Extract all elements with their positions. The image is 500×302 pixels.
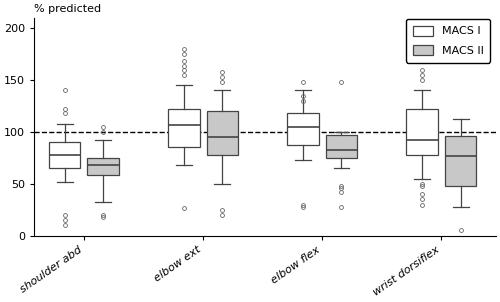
PathPatch shape <box>206 111 238 155</box>
PathPatch shape <box>168 109 200 147</box>
PathPatch shape <box>444 136 476 186</box>
Legend: MACS I, MACS II: MACS I, MACS II <box>406 19 490 63</box>
PathPatch shape <box>48 142 80 168</box>
PathPatch shape <box>326 135 358 158</box>
PathPatch shape <box>88 158 119 175</box>
PathPatch shape <box>287 113 318 145</box>
Text: % predicted: % predicted <box>34 4 102 14</box>
PathPatch shape <box>406 109 438 155</box>
